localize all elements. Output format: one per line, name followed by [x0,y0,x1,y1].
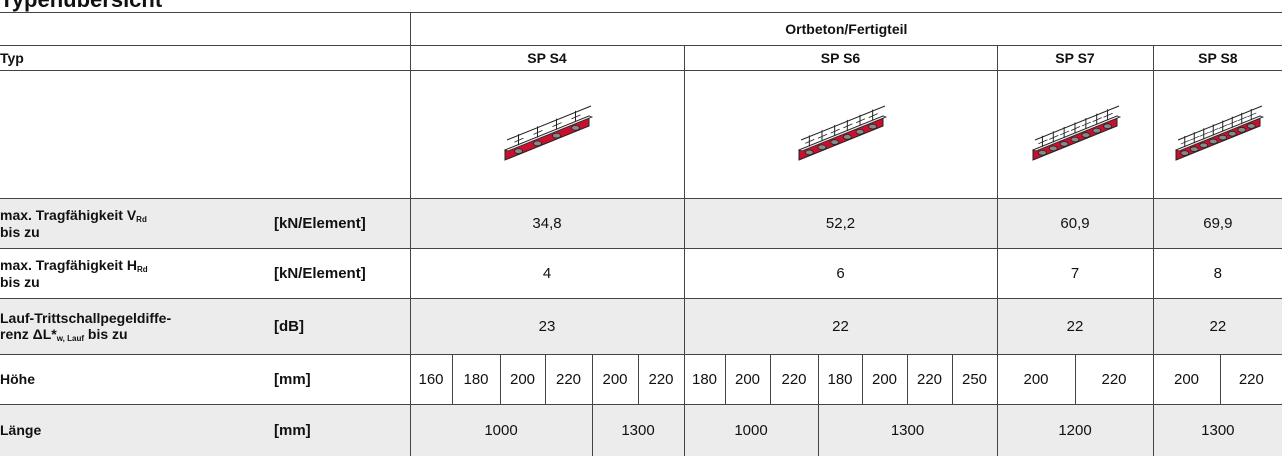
value: 4 [409,248,684,299]
row-label: max. Tragfähigkeit VRd bis zu [0,198,270,249]
label-sub: Rd [136,214,147,224]
value: 34,8 [409,198,684,249]
unit: [mm] [270,404,410,456]
page-title: Typenübersicht [0,0,162,12]
type-name: SP S4 [409,45,684,71]
value: 22 [1152,298,1282,355]
image-cell [1152,70,1282,199]
value: 1300 [1152,404,1282,456]
label-text: max. Tragfähigkeit H [0,256,137,273]
value: 200 [996,354,1075,405]
row-label: max. Tragfähigkeit HRd bis zu [0,248,270,299]
label-text: Lauf-Trittschallpegeldiffe- [0,309,172,326]
data-row: Länge [mm] 1000 1300 1000 1300 1200 1300 [0,404,1282,456]
value: 22 [996,298,1153,355]
product-icon [797,105,887,161]
value: 60,9 [996,198,1153,249]
value: 69,9 [1152,198,1282,249]
value: 1000 [683,404,818,456]
row-label: Länge [0,404,270,456]
value: 220 [906,354,952,405]
value: 180 [683,354,725,405]
value: 8 [1152,248,1282,299]
value: 180 [451,354,500,405]
unit: [dB] [270,298,410,355]
value: 200 [591,354,638,405]
data-row: Höhe [mm] 160 180 200 220 200 220 180 200 220 180… [0,354,1282,405]
label-sub: Rd [136,264,148,274]
value: 1300 [817,404,997,456]
label-text: bis zu [84,325,128,342]
value: 22 [683,298,997,355]
empty-cell [0,70,410,199]
value: 1200 [996,404,1153,456]
unit: [mm] [270,354,410,405]
value: 200 [1152,354,1220,405]
value: 220 [1219,354,1282,405]
value: 200 [499,354,545,405]
label-text: max. Tragfähigkeit V [0,206,137,223]
empty-cell [0,12,410,46]
product-icon [1174,105,1264,161]
title-area: Typenübersicht [0,0,1282,12]
value: 23 [409,298,684,355]
value: 220 [637,354,684,405]
data-row: max. Tragfähigkeit VRd bis zu [kN/Element… [0,198,1282,249]
image-cell [409,70,684,199]
data-row: max. Tragfähigkeit HRd bis zu [kN/Element… [0,248,1282,299]
type-label: Typ [0,45,410,71]
value: 220 [1074,354,1153,405]
product-icon [503,105,594,161]
value: 180 [817,354,862,405]
value: 1300 [591,404,684,456]
label-sub: w, Lauf [56,333,85,343]
image-cell [996,70,1153,199]
data-row: Lauf-Trittschallpegeldiffe-renz ΔL*w, La… [0,298,1282,355]
value: 200 [724,354,770,405]
value: 52,2 [683,198,997,249]
value: 200 [861,354,907,405]
value: 220 [544,354,592,405]
image-row [0,70,1282,199]
type-name: SP S8 [1152,45,1282,71]
unit: [kN/Element] [270,198,410,249]
image-cell [683,70,997,199]
value: 160 [409,354,452,405]
product-icon [1031,105,1122,161]
unit: [kN/Element] [270,248,410,299]
value: 1000 [409,404,592,456]
type-name: SP S6 [683,45,997,71]
label-text: bis zu [0,224,40,241]
label-text: bis zu [0,274,40,291]
value: 6 [683,248,997,299]
type-name: SP S7 [996,45,1153,71]
type-table: Ortbeton/Fertigteil Typ SP S4 SP S6 SP S… [0,12,1282,456]
group-header: Ortbeton/Fertigteil [409,12,1282,46]
type-row: Typ SP S4 SP S6 SP S7 SP S8 [0,45,1282,71]
row-label: Höhe [0,354,270,405]
value: 250 [951,354,997,405]
row-label: Lauf-Trittschallpegeldiffe-renz ΔL*w, La… [0,298,270,355]
label-text: renz ΔL* [0,325,57,342]
value: 220 [769,354,818,405]
group-header-row: Ortbeton/Fertigteil [0,12,1282,46]
value: 7 [996,248,1153,299]
